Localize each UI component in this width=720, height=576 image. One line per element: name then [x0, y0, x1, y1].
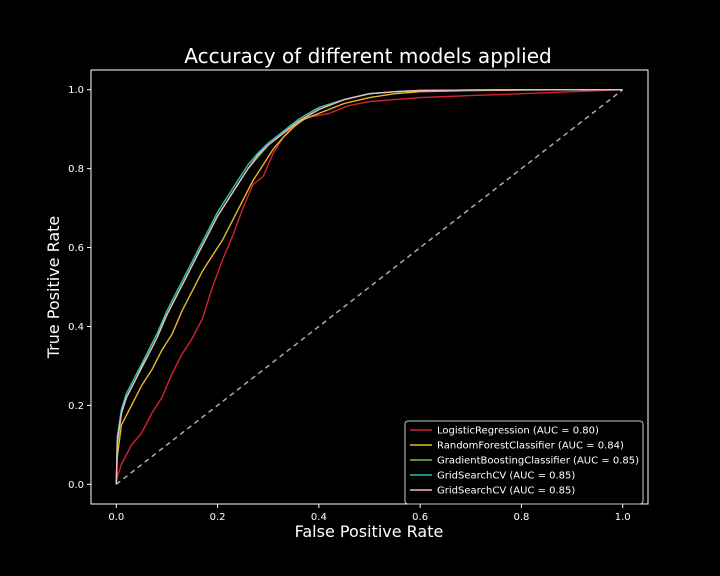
axes-frame [90, 69, 649, 505]
x-tick-label: 0.0 [108, 512, 124, 523]
y-axis-label: True Positive Rate [44, 216, 63, 360]
plot-area: 0.0 0.2 0.4 0.6 0.8 1.0 0.0 0.2 0.4 0.6 0.8 1.0 [68, 69, 649, 523]
legend: LogisticRegression (AUC = 0.80) RandomFor… [404, 420, 644, 505]
series-line-1 [115, 89, 623, 485]
legend-box [404, 420, 644, 505]
y-tick-label: 0.2 [68, 401, 84, 412]
x-tick-label: 0.4 [311, 512, 327, 523]
legend-entry: GradientBoostingClassifier (AUC = 0.85) [437, 456, 639, 467]
x-tick-label: 1.0 [615, 512, 631, 523]
legend-entry: GridSearchCV (AUC = 0.85) [437, 486, 575, 497]
y-tick-label: 0.4 [68, 322, 84, 333]
series-line-2 [115, 88, 623, 485]
legend-entry: LogisticRegression (AUC = 0.80) [437, 426, 599, 437]
y-tick-label: 0.6 [68, 243, 84, 254]
x-tick-label: 0.8 [513, 512, 529, 523]
x-tick-label: 0.2 [210, 512, 226, 523]
x-tick-label: 0.6 [412, 512, 428, 523]
y-tick-label: 1.0 [68, 85, 84, 96]
reference-diagonal-line [115, 89, 624, 485]
y-tick-label: 0.0 [68, 480, 84, 491]
series-line-5 [115, 88, 623, 485]
x-axis-label: False Positive Rate [295, 522, 444, 541]
chart-title: Accuracy of different models applied [184, 44, 551, 68]
legend-entry: RandomForestClassifier (AUC = 0.84) [437, 441, 624, 452]
legend-entry: GridSearchCV (AUC = 0.85) [437, 471, 575, 482]
y-tick-label: 0.8 [68, 164, 84, 175]
